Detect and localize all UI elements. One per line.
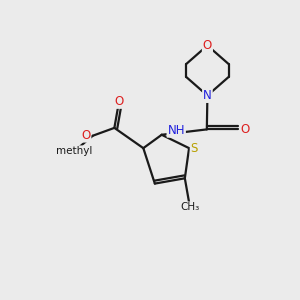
Text: N: N — [203, 89, 212, 102]
Text: O: O — [114, 95, 123, 108]
Text: S: S — [191, 142, 198, 154]
Text: O: O — [203, 39, 212, 52]
Text: CH₃: CH₃ — [180, 202, 199, 212]
Text: NH: NH — [167, 124, 185, 137]
Text: O: O — [81, 129, 90, 142]
Text: O: O — [240, 123, 249, 136]
Text: methyl: methyl — [56, 146, 92, 156]
